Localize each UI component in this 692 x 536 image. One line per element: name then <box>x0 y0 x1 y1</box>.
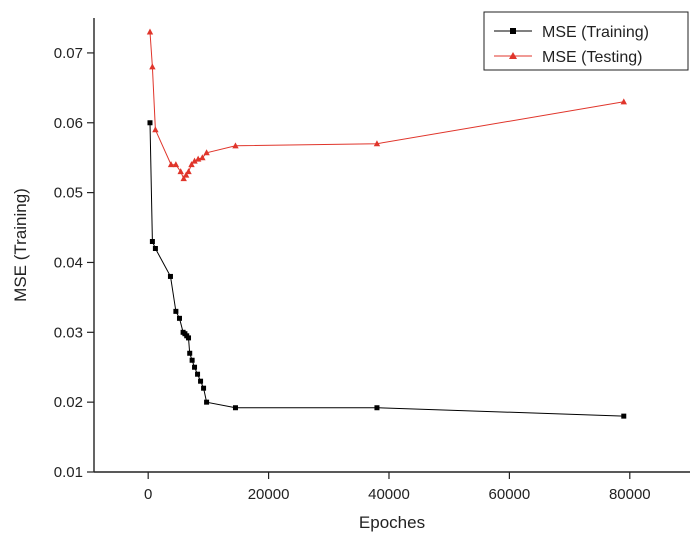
data-point-testing <box>620 98 627 105</box>
data-point-testing <box>146 28 154 35</box>
legend-label-training: MSE (Training) <box>542 24 649 41</box>
data-point-training <box>189 357 195 363</box>
data-point-testing <box>203 149 210 156</box>
series-line-training <box>149 122 624 417</box>
data-point-training <box>232 405 238 411</box>
data-point-testing <box>182 171 190 178</box>
data-point-training <box>176 315 182 321</box>
x-tick-label: 80000 <box>609 486 651 503</box>
data-point-training <box>621 413 627 419</box>
y-tick-label: 0.04 <box>54 254 83 271</box>
data-point-testing <box>149 63 156 70</box>
legend-box <box>483 11 689 71</box>
data-point-testing <box>172 161 180 168</box>
x-axis-title: Epoches <box>359 513 425 532</box>
y-tick-label: 0.06 <box>54 115 83 132</box>
data-point-testing <box>152 126 159 133</box>
legend-marker-training <box>510 28 516 34</box>
y-axis-title: MSE (Training) <box>11 188 30 302</box>
y-tick-label: 0.03 <box>54 324 83 341</box>
x-axis-ticks: 0 20000 40000 60000 80000 <box>144 472 651 503</box>
data-point-testing <box>232 142 239 149</box>
legend: MSE (Training) MSE (Testing) <box>483 11 689 71</box>
data-point-testing <box>167 161 175 168</box>
legend-label-testing: MSE (Testing) <box>542 49 642 66</box>
data-point-testing <box>177 168 184 175</box>
plot-frame <box>93 18 690 473</box>
data-point-training <box>198 378 204 384</box>
data-point-testing <box>373 140 381 147</box>
data-point-testing <box>185 168 192 175</box>
x-tick-label: 20000 <box>248 486 290 503</box>
y-tick-label: 0.01 <box>54 464 83 481</box>
data-point-testing <box>199 154 206 161</box>
data-point-testing <box>188 161 195 168</box>
data-point-training <box>149 239 155 245</box>
data-point-training <box>152 245 158 251</box>
x-tick-label: 40000 <box>368 486 410 503</box>
data-point-training <box>173 308 179 314</box>
y-axis-ticks: 0.01 0.02 0.03 0.04 0.05 0.06 0.07 <box>54 45 94 481</box>
data-point-training <box>192 364 198 370</box>
data-point-testing <box>191 157 198 164</box>
data-point-testing <box>180 175 187 182</box>
data-point-training <box>204 399 210 405</box>
data-point-training <box>201 385 207 391</box>
data-point-training <box>374 405 380 411</box>
series-layer <box>146 28 627 419</box>
y-tick-label: 0.07 <box>54 45 83 62</box>
x-tick-label: 60000 <box>489 486 531 503</box>
data-point-training <box>147 120 153 126</box>
data-point-training <box>186 335 192 341</box>
legend-marker-testing <box>509 52 517 59</box>
x-tick-label: 0 <box>144 486 152 503</box>
data-point-training <box>195 371 201 377</box>
data-point-training <box>187 350 193 356</box>
y-tick-label: 0.02 <box>54 394 83 411</box>
data-point-training <box>167 273 173 279</box>
y-tick-label: 0.05 <box>54 185 83 202</box>
